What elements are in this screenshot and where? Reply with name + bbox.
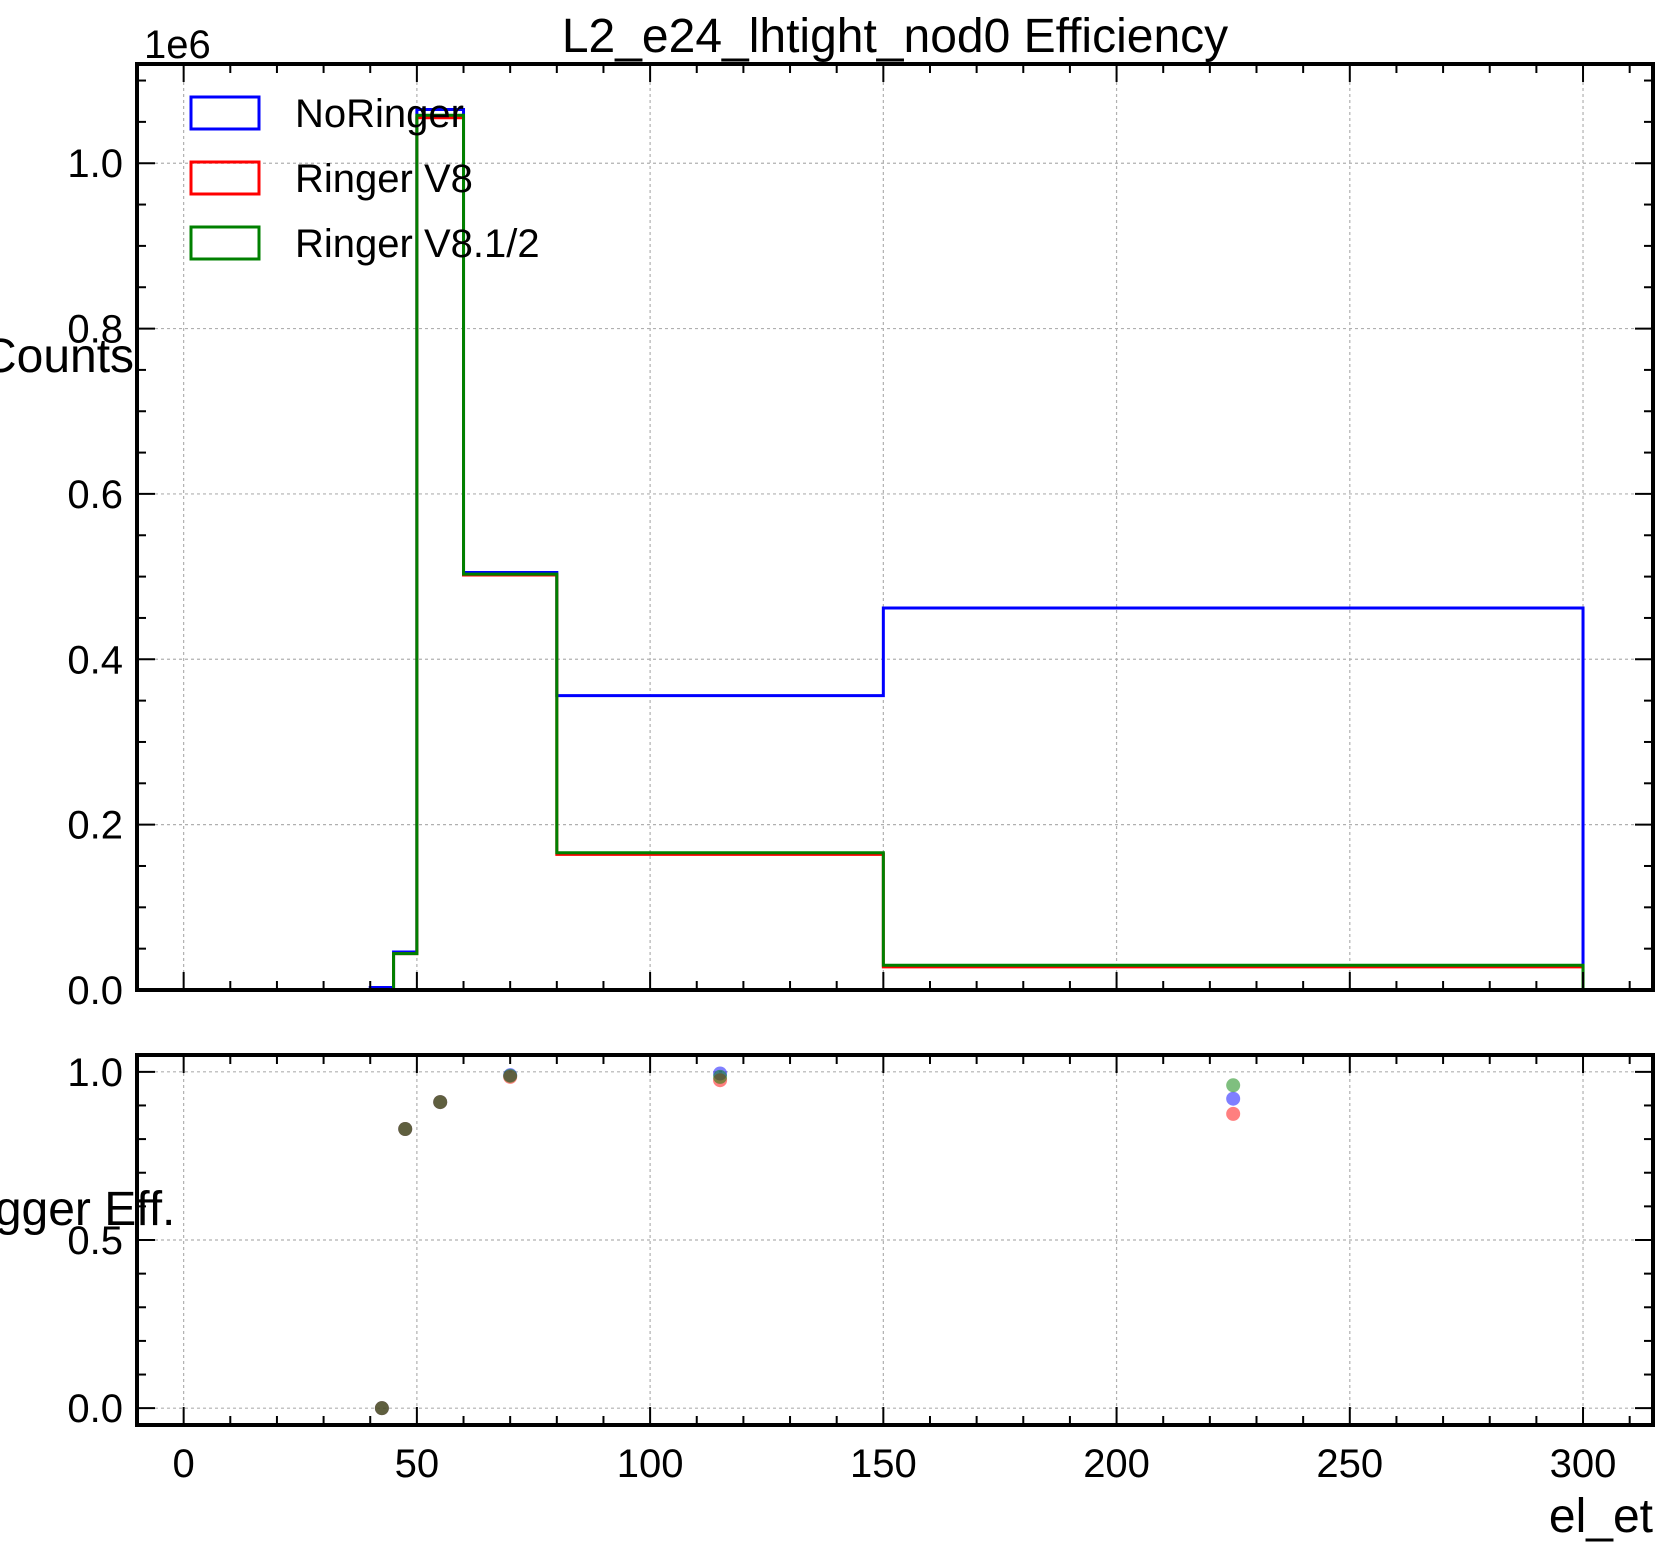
legend-label: Ringer V8 (295, 157, 473, 201)
bottom-y-tick-label: 0.5 (67, 1219, 123, 1263)
legend-swatch (189, 225, 261, 261)
x-axis-label: el_et (1549, 1490, 1653, 1543)
top-y-axis-label: Counts (0, 330, 134, 383)
legend-label: Ringer V8.1/2 (295, 222, 540, 266)
histogram-ringer-v8-1-2 (370, 113, 1585, 992)
histogram-ringer-v8 (370, 116, 1585, 992)
top-y-tick-label: 1.0 (67, 142, 123, 186)
legend-swatch (189, 95, 261, 131)
top-grid (137, 64, 1653, 991)
bottom-y-tick-label: 1.0 (67, 1051, 123, 1095)
x-tick-label: 0 (173, 1442, 195, 1486)
chart-title: L2_e24_lhtight_nod0 Efficiency (562, 10, 1228, 63)
bottom-efficiency-points (374, 1066, 1241, 1416)
efficiency-point (1226, 1091, 1241, 1106)
top-y-tick-label: 0.0 (67, 969, 123, 1013)
efficiency-point (503, 1068, 518, 1083)
x-tick-label: 100 (617, 1442, 684, 1486)
efficiency-point (1226, 1078, 1241, 1093)
bottom-y-tick-label: 0.0 (67, 1387, 123, 1431)
bottom-y-axis-label: Trigger Eff. (0, 1183, 175, 1236)
top-y-tick-label: 0.6 (67, 473, 123, 517)
y-offset-label: 1e6 (144, 23, 211, 67)
top-histograms (368, 107, 1585, 992)
efficiency-point (713, 1069, 728, 1084)
bottom-grid (137, 1055, 1653, 1425)
top-y-tick-labels: 0.0 0.2 0.4 0.6 0.8 1.0 (67, 142, 123, 1013)
legend-label: NoRinger (295, 92, 464, 136)
histogram-noringer (368, 107, 1585, 990)
bottom-plot-frame (135, 1053, 1655, 1427)
bottom-tick-labels: 0.0 0.5 1.0 0 50 100 150 200 250 300 (67, 1051, 1616, 1486)
legend-swatch (189, 160, 261, 196)
x-tick-label: 200 (1083, 1442, 1150, 1486)
top-axis-ticks (136, 64, 1653, 991)
legend: NoRinger Ringer V8 Ringer V8.1/2 (189, 92, 540, 266)
top-y-tick-label: 0.8 (67, 308, 123, 352)
x-tick-label: 300 (1550, 1442, 1617, 1486)
x-tick-label: 250 (1316, 1442, 1383, 1486)
efficiency-point (433, 1095, 448, 1110)
efficiency-point (1226, 1106, 1241, 1121)
top-y-tick-label: 0.2 (67, 804, 123, 848)
x-tick-label: 150 (850, 1442, 917, 1486)
efficiency-point (398, 1122, 413, 1136)
top-plot-frame (135, 62, 1655, 992)
x-tick-label: 50 (395, 1442, 440, 1486)
top-y-tick-label: 0.4 (67, 638, 123, 682)
efficiency-point (374, 1401, 389, 1416)
